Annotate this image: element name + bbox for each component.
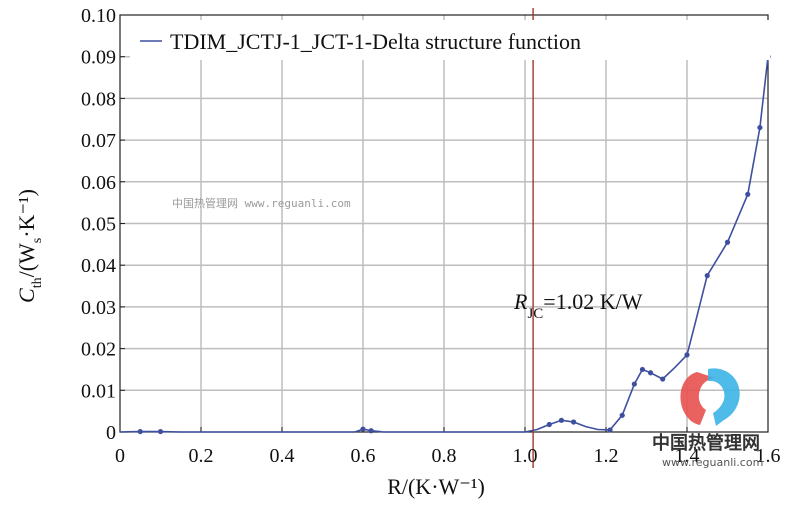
x-axis-title: R/(K·W⁻¹) [387, 474, 485, 499]
legend-label: TDIM_JCTJ-1_JCT-1-Delta structure functi… [170, 29, 581, 54]
y-axis-title-s: s [30, 238, 45, 243]
y-axis-title-th: th [30, 277, 45, 288]
y-tick-label: 0.03 [81, 297, 116, 319]
y-axis-title-tail: ·K⁻¹) [14, 189, 39, 238]
y-tick-label: 0.05 [81, 214, 116, 236]
x-tick-label: 1.4 [675, 445, 700, 467]
data-point [745, 191, 751, 197]
legend-box [130, 20, 770, 60]
series-layer [119, 54, 771, 435]
x-tick-label: 0.2 [189, 445, 214, 467]
data-point [360, 426, 366, 432]
data-point [368, 428, 374, 434]
site-logo: 中国热管理网 www.reguanli.com [652, 368, 763, 469]
rjc-label-r: R [513, 289, 528, 314]
data-point [619, 412, 625, 418]
y-axis-title: Cth/(Ws·K⁻¹) [14, 189, 45, 303]
series-line [119, 56, 769, 433]
rjc-label: RJC=1.02 K/W [513, 289, 643, 322]
x-tick-label: 1.2 [594, 445, 619, 467]
data-point [137, 428, 143, 435]
data-point [607, 427, 613, 433]
rjc-label-value: =1.02 K/W [543, 289, 642, 314]
y-tick-label: 0.02 [81, 339, 116, 361]
data-point [639, 366, 646, 373]
data-point [631, 381, 637, 387]
y-tick-label: 0 [106, 422, 116, 444]
data-point [684, 352, 690, 358]
x-tick-label: 0 [115, 445, 125, 467]
data-point [724, 239, 731, 245]
center-watermark: 中国热管理网 www.reguanli.com [172, 196, 351, 210]
data-point [546, 421, 552, 428]
grid-lines [120, 15, 768, 432]
x-tick-label: 0.8 [432, 445, 457, 467]
x-tick-label: 0.4 [270, 445, 295, 467]
data-point [757, 124, 763, 131]
y-tick-label: 0.06 [81, 172, 116, 194]
x-tick-label: 0.6 [351, 445, 376, 467]
x-tick-label: 1.0 [513, 445, 538, 467]
y-tick-label: 0.10 [81, 5, 116, 27]
rjc-label-sub: JC [527, 306, 543, 322]
y-tick-label: 0.04 [81, 255, 116, 277]
legend: TDIM_JCTJ-1_JCT-1-Delta structure functi… [130, 20, 770, 60]
data-point [647, 370, 654, 376]
y-axis-title-c: C [14, 288, 39, 303]
logo-url: www.reguanli.com [662, 456, 763, 469]
x-tick-label: 1.6 [756, 445, 781, 467]
y-tick-label: 0.01 [81, 380, 116, 402]
y-tick-label: 0.09 [81, 47, 116, 69]
y-tick-label: 0.07 [81, 130, 116, 152]
logo-blue-shape [708, 368, 740, 426]
logo-text: 中国热管理网 [652, 432, 760, 454]
data-point [704, 273, 710, 279]
data-point [660, 376, 666, 382]
logo-red-shape [680, 372, 715, 425]
data-point [558, 417, 565, 423]
tick-labels: 0 0.2 0.4 0.6 0.8 1.0 1.2 1.4 1.6 0 0.01 0.02 0.03 0.… [81, 5, 781, 467]
y-axis-title-w: /(W [14, 243, 39, 277]
data-point [571, 419, 577, 425]
data-point [157, 428, 164, 435]
y-tick-label: 0.08 [81, 88, 116, 110]
